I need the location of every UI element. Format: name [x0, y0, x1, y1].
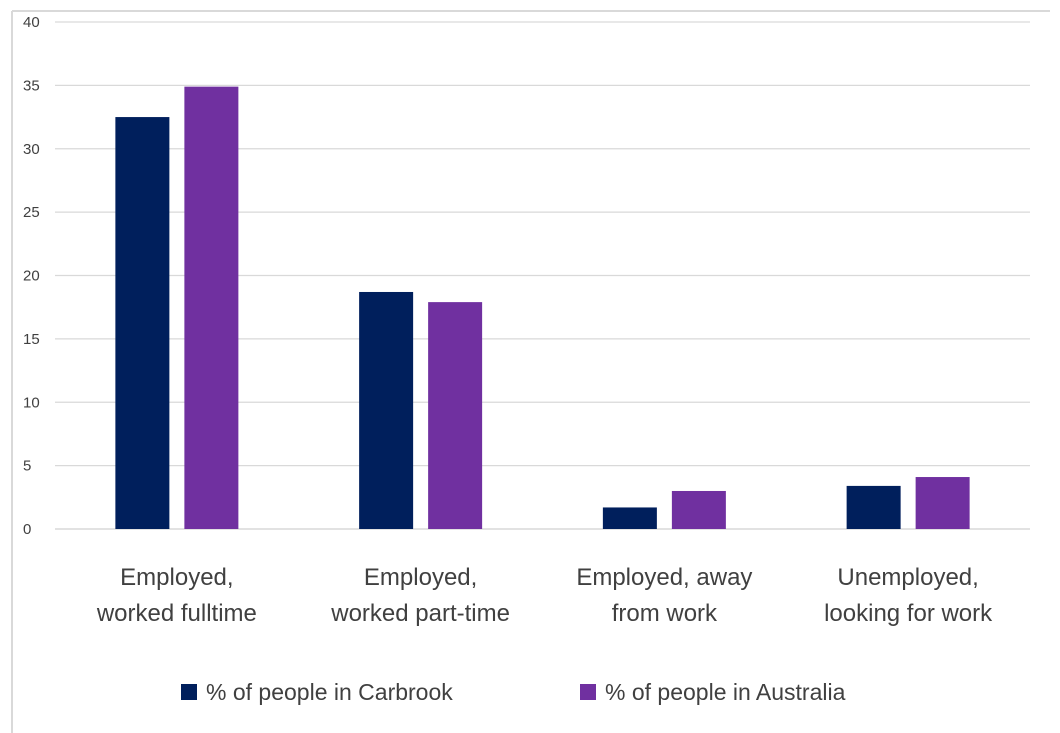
x-tick-label: Employed, — [120, 564, 233, 591]
y-tick-label: 5 — [23, 458, 31, 475]
bar — [847, 486, 901, 529]
legend-swatch — [580, 684, 596, 700]
bar — [672, 491, 726, 529]
y-tick-label: 20 — [23, 268, 40, 285]
y-tick-label: 40 — [23, 14, 40, 31]
x-tick-label: Employed, — [364, 564, 477, 591]
x-tick-label: Employed, away — [576, 564, 752, 591]
bar — [916, 477, 970, 529]
y-tick-label: 10 — [23, 394, 40, 411]
y-tick-label: 15 — [23, 331, 40, 348]
bar — [359, 292, 413, 529]
x-tick-label: Unemployed, — [837, 564, 978, 591]
x-tick-label: from work — [612, 600, 718, 627]
x-tick-label: worked part-time — [330, 600, 510, 627]
legend-label: % of people in Carbrook — [206, 679, 453, 705]
x-tick-label: worked fulltime — [96, 600, 257, 627]
y-tick-label: 25 — [23, 204, 40, 221]
bar — [115, 117, 169, 529]
x-axis-labels: Employed, worked fulltime Employed, worked … — [96, 564, 993, 627]
bar — [603, 507, 657, 529]
legend-swatch — [181, 684, 197, 700]
bar — [184, 87, 238, 529]
y-tick-label: 30 — [23, 141, 40, 158]
bars — [115, 87, 969, 529]
x-tick-label: looking for work — [824, 600, 993, 627]
y-axis-ticks: 0 5 10 15 20 25 30 35 40 — [23, 14, 40, 538]
bar — [428, 302, 482, 529]
legend-label: % of people in Australia — [605, 679, 846, 705]
y-tick-label: 35 — [23, 77, 40, 94]
y-tick-label: 0 — [23, 521, 31, 538]
legend: % of people in Carbrook % of people in Au… — [181, 679, 846, 705]
